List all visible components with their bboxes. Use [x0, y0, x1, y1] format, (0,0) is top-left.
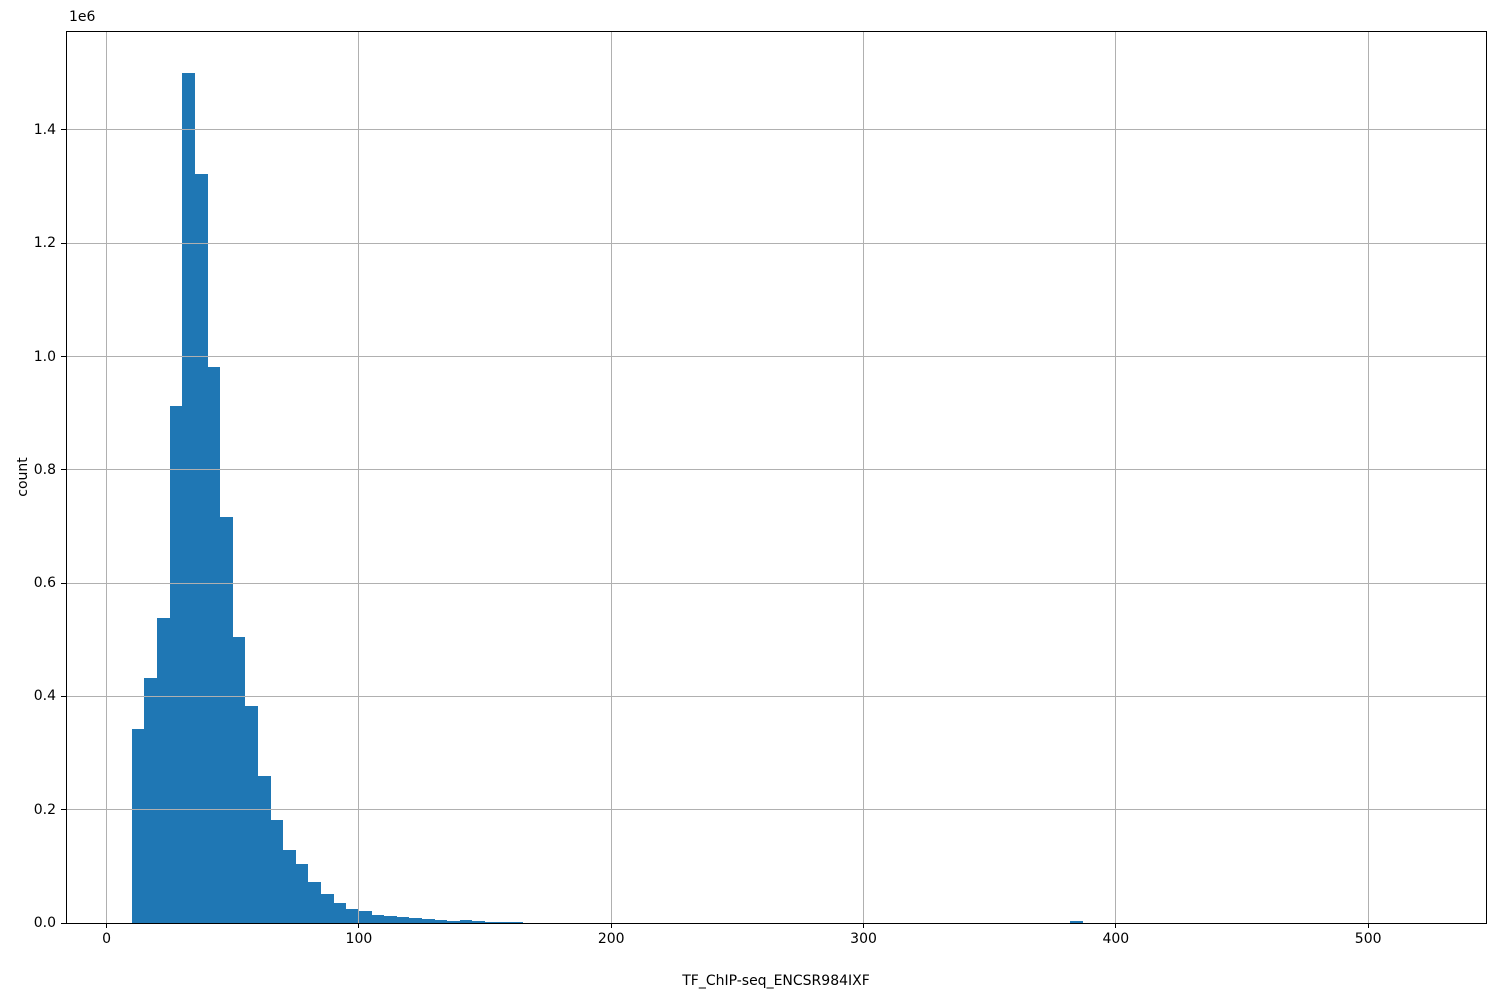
y-tick-label: 1.2 [33, 235, 56, 252]
histogram-bar [497, 921, 511, 923]
histogram-bar [459, 920, 473, 923]
histogram-bar [144, 677, 158, 923]
x-gridline [610, 32, 612, 923]
y-axis-offset-text: 1e6 [69, 9, 96, 25]
y-tick-label: 1.0 [33, 348, 56, 365]
y-tick-mark [61, 242, 66, 244]
histogram-bar [510, 922, 523, 923]
y-tick-mark [61, 469, 66, 471]
histogram-bar [157, 618, 170, 923]
x-tick-mark [106, 923, 108, 928]
x-tick-label: 500 [1354, 931, 1382, 947]
histogram-bar [220, 516, 233, 923]
x-tick-label: 300 [850, 931, 877, 947]
x-gridline [1115, 32, 1117, 923]
x-tick-mark [1367, 923, 1369, 928]
histogram-bar [447, 920, 460, 923]
y-gridline [67, 356, 1486, 358]
y-tick-label: 0.0 [33, 915, 56, 931]
histogram-bar [308, 882, 322, 923]
histogram-bar [169, 406, 183, 923]
x-tick-mark [1115, 923, 1117, 928]
histogram-bar [182, 73, 195, 923]
histogram-bar [295, 863, 309, 923]
plot-inner: 0 100 200 300 400 500 0.0 0.2 0.4 0.6 0.8 1.0 1.2 1.4 [34, 32, 1486, 946]
histogram-bar [358, 910, 372, 923]
x-tick-mark [610, 923, 612, 928]
histogram-bar [245, 705, 258, 923]
histogram-bar [396, 917, 410, 923]
histogram-bar [485, 921, 498, 923]
histogram-bar [371, 915, 385, 923]
histogram-bar [257, 776, 271, 923]
histogram-bar [131, 729, 145, 923]
y-gridline [67, 242, 1486, 244]
histogram-bar [207, 367, 221, 923]
y-gridline [67, 695, 1486, 697]
x-axis-label: TF_ChIP-seq_ENCSR984IXF [682, 973, 870, 989]
histogram-bar [472, 921, 486, 923]
histogram-bar [270, 819, 284, 923]
plot-area: 0 100 200 300 400 500 0.0 0.2 0.4 0.6 0.8 1.0 1.2 1.4 [34, 31, 1487, 946]
y-gridline [67, 809, 1486, 811]
histogram-bar [283, 849, 296, 923]
y-tick-mark [61, 809, 66, 811]
y-tick-mark [61, 129, 66, 131]
histogram-bar [333, 902, 347, 923]
histogram-bar [346, 908, 359, 923]
x-gridline [358, 32, 360, 923]
y-tick-label: 0.6 [33, 575, 56, 592]
y-gridline [67, 469, 1486, 471]
x-tick-label: 200 [597, 931, 625, 947]
y-tick-label: 1.4 [33, 121, 56, 138]
x-gridline [106, 32, 108, 923]
histogram-bar [434, 920, 448, 923]
histogram-bar [232, 636, 246, 923]
y-tick-label: 0.8 [33, 461, 56, 478]
y-tick-mark [61, 582, 66, 584]
x-tick-label: 100 [345, 931, 373, 947]
histogram-bar [422, 918, 435, 923]
y-tick-mark [61, 356, 66, 358]
y-tick-label: 0.4 [33, 688, 56, 705]
y-tick-mark [61, 695, 66, 697]
x-gridline [863, 32, 865, 923]
y-gridline [67, 129, 1486, 131]
x-tick-mark [358, 923, 360, 928]
x-tick-label: 400 [1102, 931, 1130, 947]
y-axis-label: count [15, 457, 31, 497]
y-tick-label: 0.2 [33, 801, 56, 818]
x-tick-mark [863, 923, 865, 928]
histogram-bar [409, 918, 422, 923]
histogram-bar [321, 893, 334, 923]
x-gridline [1367, 32, 1369, 923]
histogram-bar [194, 174, 208, 923]
histogram-bar [384, 916, 397, 923]
y-tick-mark [61, 922, 66, 924]
x-tick-label: 0 [102, 931, 112, 947]
histogram-bar [1070, 921, 1084, 923]
y-gridline [67, 582, 1486, 584]
